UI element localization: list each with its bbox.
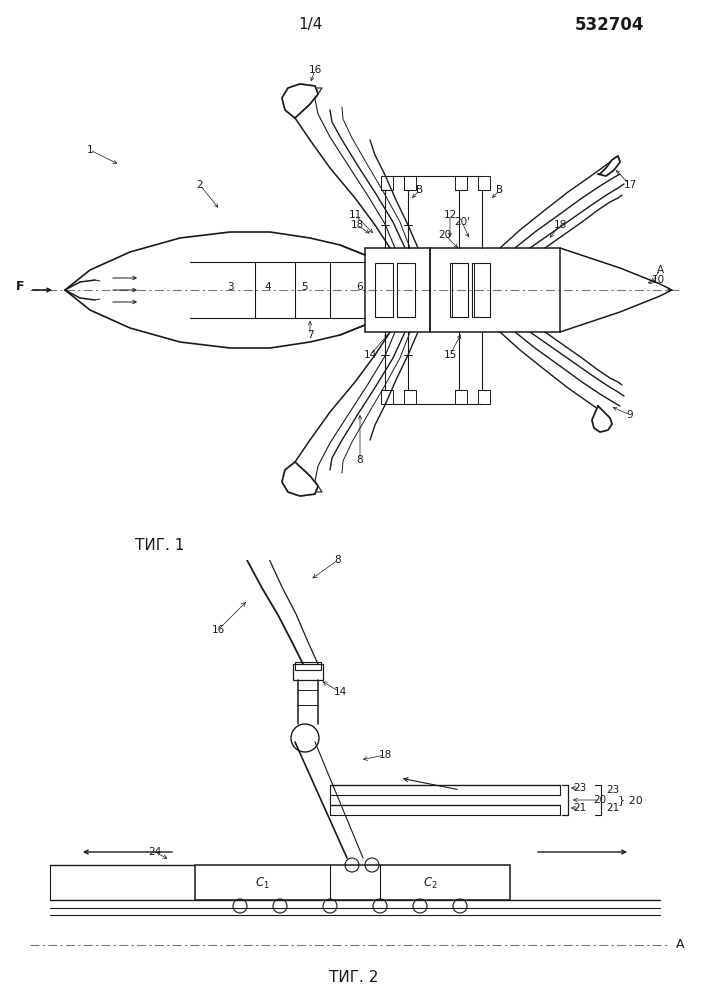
Text: 17: 17	[624, 180, 636, 190]
Text: } 20: } 20	[618, 795, 643, 805]
Text: 16: 16	[308, 65, 322, 75]
Bar	[450, 263, 468, 317]
Polygon shape	[282, 84, 318, 118]
Text: 15: 15	[443, 350, 457, 360]
Text: 18: 18	[351, 220, 363, 230]
Text: 20': 20'	[454, 217, 470, 227]
Text: 3: 3	[227, 282, 233, 292]
Text: $C_2$: $C_2$	[423, 875, 438, 891]
Text: 21: 21	[573, 803, 587, 813]
Text: 6: 6	[357, 282, 363, 292]
Text: ΤИГ. 1: ΤИГ. 1	[135, 538, 185, 552]
Text: A: A	[656, 265, 664, 275]
Bar	[478, 390, 490, 404]
Bar	[478, 176, 490, 190]
Text: 24: 24	[148, 847, 162, 857]
Bar	[295, 662, 321, 670]
Bar	[381, 176, 393, 190]
Text: F: F	[16, 280, 24, 294]
Text: 8: 8	[334, 555, 341, 565]
Bar	[472, 263, 490, 317]
Bar	[430, 248, 560, 332]
Polygon shape	[598, 156, 620, 176]
Bar	[195, 865, 510, 900]
Bar	[455, 176, 467, 190]
Bar	[455, 390, 467, 404]
Text: 14: 14	[334, 687, 346, 697]
Bar	[365, 248, 430, 332]
Text: A: A	[676, 938, 684, 952]
Bar	[404, 390, 416, 404]
Bar	[381, 390, 393, 404]
Bar	[375, 263, 393, 317]
Text: 1/4: 1/4	[298, 17, 322, 32]
Text: $C_1$: $C_1$	[255, 875, 269, 891]
Text: 10: 10	[651, 275, 665, 285]
Text: 21: 21	[607, 803, 619, 813]
Text: B: B	[416, 185, 423, 195]
Text: 23: 23	[573, 783, 587, 793]
Text: 532704: 532704	[575, 16, 645, 34]
Text: ΤИГ. 2: ΤИГ. 2	[329, 970, 379, 985]
Text: 14: 14	[363, 350, 377, 360]
Text: 12: 12	[443, 210, 457, 220]
Text: 11: 11	[349, 210, 361, 220]
Text: 18: 18	[378, 750, 392, 760]
Text: 9: 9	[626, 410, 633, 420]
Text: 1: 1	[87, 145, 93, 155]
Text: 18: 18	[554, 220, 566, 230]
Bar	[397, 263, 415, 317]
Polygon shape	[282, 462, 318, 496]
Text: 23: 23	[607, 785, 619, 795]
Text: 20: 20	[593, 795, 607, 805]
Text: 7: 7	[307, 330, 313, 340]
Text: 16: 16	[211, 625, 225, 635]
Bar	[404, 176, 416, 190]
Text: 8: 8	[357, 455, 363, 465]
Bar	[293, 664, 323, 680]
Text: 4: 4	[264, 282, 271, 292]
Text: 20: 20	[438, 230, 452, 240]
Text: B: B	[496, 185, 503, 195]
Polygon shape	[592, 406, 612, 432]
Text: 2: 2	[197, 180, 204, 190]
Text: 5: 5	[302, 282, 308, 292]
